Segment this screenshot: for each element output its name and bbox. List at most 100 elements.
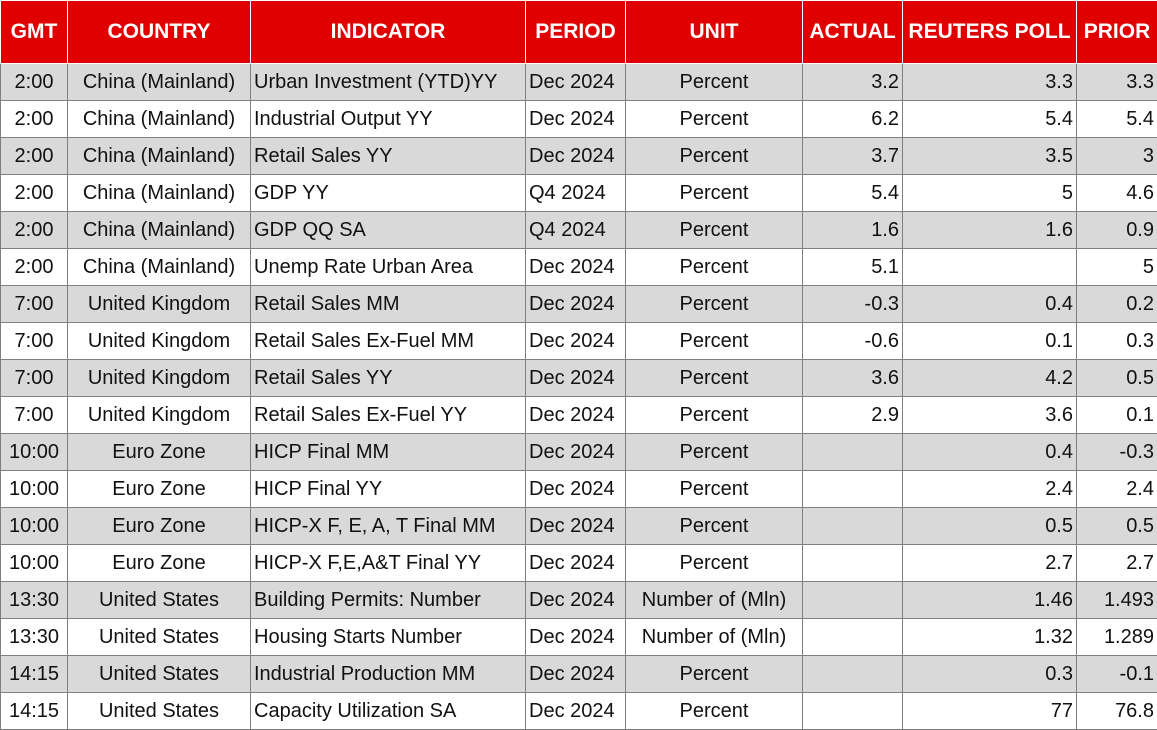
cell-poll: 0.1 [903,323,1077,360]
cell-country: United States [68,693,251,730]
cell-prior: 3.3 [1077,64,1157,101]
cell-poll: 0.4 [903,286,1077,323]
cell-poll: 3.5 [903,138,1077,175]
header-reuters-poll: REUTERS POLL [903,1,1077,64]
cell-unit: Percent [626,212,803,249]
cell-country: Euro Zone [68,508,251,545]
cell-unit: Percent [626,397,803,434]
cell-poll: 1.32 [903,619,1077,656]
cell-period: Dec 2024 [526,582,626,619]
cell-period: Dec 2024 [526,286,626,323]
cell-period: Dec 2024 [526,249,626,286]
cell-gmt: 2:00 [1,249,68,286]
cell-gmt: 14:15 [1,693,68,730]
cell-unit: Percent [626,64,803,101]
cell-gmt: 2:00 [1,175,68,212]
cell-gmt: 13:30 [1,619,68,656]
cell-actual: 5.4 [803,175,903,212]
cell-indicator: Industrial Output YY [251,101,526,138]
cell-unit: Number of (Mln) [626,619,803,656]
cell-actual: 6.2 [803,101,903,138]
cell-gmt: 7:00 [1,397,68,434]
cell-poll: 1.46 [903,582,1077,619]
cell-country: Euro Zone [68,545,251,582]
cell-gmt: 14:15 [1,656,68,693]
cell-actual [803,434,903,471]
cell-actual [803,582,903,619]
cell-poll: 3.3 [903,64,1077,101]
cell-country: United States [68,582,251,619]
cell-poll [903,249,1077,286]
cell-prior: 2.7 [1077,545,1157,582]
cell-poll: 3.6 [903,397,1077,434]
cell-prior: 3 [1077,138,1157,175]
cell-unit: Percent [626,508,803,545]
cell-poll: 4.2 [903,360,1077,397]
cell-gmt: 10:00 [1,545,68,582]
header-prior: PRIOR [1077,1,1157,64]
cell-actual [803,693,903,730]
cell-gmt: 13:30 [1,582,68,619]
cell-country: China (Mainland) [68,249,251,286]
cell-prior: 5.4 [1077,101,1157,138]
cell-country: United Kingdom [68,323,251,360]
header-row: GMT COUNTRY INDICATOR PERIOD UNIT ACTUAL… [1,1,1157,64]
cell-actual [803,656,903,693]
cell-prior: 4.6 [1077,175,1157,212]
cell-prior: 0.5 [1077,508,1157,545]
cell-period: Dec 2024 [526,101,626,138]
cell-prior: 0.9 [1077,212,1157,249]
cell-unit: Percent [626,101,803,138]
cell-actual: 2.9 [803,397,903,434]
cell-period: Dec 2024 [526,434,626,471]
cell-indicator: Retail Sales YY [251,360,526,397]
cell-country: China (Mainland) [68,138,251,175]
cell-indicator: Industrial Production MM [251,656,526,693]
cell-prior: 0.2 [1077,286,1157,323]
cell-unit: Percent [626,693,803,730]
cell-country: Euro Zone [68,471,251,508]
cell-period: Dec 2024 [526,545,626,582]
cell-indicator: Retail Sales Ex-Fuel YY [251,397,526,434]
cell-gmt: 7:00 [1,323,68,360]
cell-period: Dec 2024 [526,693,626,730]
cell-prior: -0.3 [1077,434,1157,471]
cell-prior: 5 [1077,249,1157,286]
cell-poll: 5.4 [903,101,1077,138]
cell-gmt: 2:00 [1,64,68,101]
cell-gmt: 10:00 [1,434,68,471]
cell-country: China (Mainland) [68,64,251,101]
cell-prior: 0.3 [1077,323,1157,360]
cell-poll: 2.4 [903,471,1077,508]
header-period: PERIOD [526,1,626,64]
cell-unit: Percent [626,286,803,323]
header-country: COUNTRY [68,1,251,64]
header-unit: UNIT [626,1,803,64]
cell-period: Dec 2024 [526,508,626,545]
cell-gmt: 7:00 [1,360,68,397]
cell-gmt: 7:00 [1,286,68,323]
cell-period: Dec 2024 [526,323,626,360]
cell-poll: 5 [903,175,1077,212]
cell-gmt: 2:00 [1,212,68,249]
cell-unit: Percent [626,545,803,582]
cell-unit: Percent [626,360,803,397]
cell-actual [803,508,903,545]
header-indicator: INDICATOR [251,1,526,64]
header-actual: ACTUAL [803,1,903,64]
cell-unit: Percent [626,175,803,212]
cell-actual: -0.3 [803,286,903,323]
cell-poll: 77 [903,693,1077,730]
cell-prior: 76.8 [1077,693,1157,730]
cell-indicator: Retail Sales YY [251,138,526,175]
